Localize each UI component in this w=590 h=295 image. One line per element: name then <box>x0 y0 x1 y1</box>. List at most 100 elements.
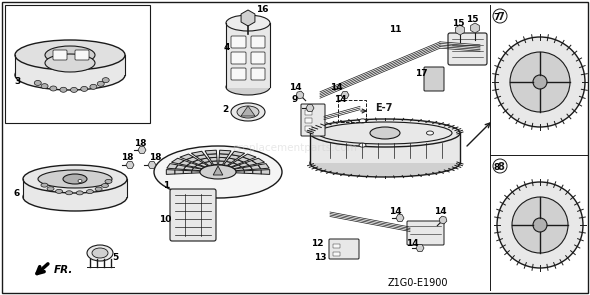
Polygon shape <box>250 165 261 169</box>
Ellipse shape <box>105 179 112 183</box>
Polygon shape <box>232 151 245 156</box>
Polygon shape <box>258 164 269 169</box>
Text: E-7: E-7 <box>375 103 392 113</box>
Ellipse shape <box>65 191 73 195</box>
FancyBboxPatch shape <box>75 50 89 60</box>
Text: 3: 3 <box>14 78 20 86</box>
Text: 15: 15 <box>466 16 478 24</box>
FancyBboxPatch shape <box>407 221 444 245</box>
Ellipse shape <box>23 183 127 211</box>
Polygon shape <box>241 106 255 116</box>
Polygon shape <box>183 171 192 174</box>
Polygon shape <box>253 170 261 174</box>
Ellipse shape <box>15 60 125 90</box>
Text: 7: 7 <box>497 12 504 22</box>
Text: 8: 8 <box>494 163 500 173</box>
Bar <box>310 133 460 163</box>
Ellipse shape <box>34 81 41 86</box>
Ellipse shape <box>90 84 97 89</box>
Polygon shape <box>341 91 349 99</box>
Text: 14: 14 <box>406 240 418 248</box>
Polygon shape <box>180 154 194 160</box>
Polygon shape <box>236 171 244 173</box>
Text: 12: 12 <box>311 240 323 248</box>
Text: 15: 15 <box>452 19 464 27</box>
Ellipse shape <box>237 106 259 118</box>
Circle shape <box>512 197 568 253</box>
Text: 14: 14 <box>434 207 446 217</box>
Text: 7: 7 <box>494 14 500 22</box>
Text: 11: 11 <box>389 25 401 35</box>
Polygon shape <box>186 157 198 162</box>
Polygon shape <box>219 150 231 154</box>
Polygon shape <box>233 160 244 164</box>
Text: 2: 2 <box>222 104 228 114</box>
Ellipse shape <box>97 81 104 86</box>
Ellipse shape <box>47 187 54 191</box>
FancyBboxPatch shape <box>53 50 67 60</box>
Polygon shape <box>196 155 207 159</box>
Polygon shape <box>167 164 178 169</box>
Text: 8: 8 <box>497 162 504 172</box>
Text: 14: 14 <box>330 83 342 91</box>
Polygon shape <box>227 158 236 163</box>
Ellipse shape <box>359 119 366 123</box>
FancyBboxPatch shape <box>251 68 265 80</box>
Polygon shape <box>205 150 217 154</box>
Ellipse shape <box>63 174 87 184</box>
Polygon shape <box>439 216 447 224</box>
Text: 17: 17 <box>415 68 427 78</box>
Polygon shape <box>204 161 212 165</box>
Text: ereplacementparts.com: ereplacementparts.com <box>232 143 358 153</box>
Text: 10: 10 <box>159 214 171 224</box>
Polygon shape <box>186 163 198 167</box>
Ellipse shape <box>55 189 63 193</box>
FancyBboxPatch shape <box>301 104 325 136</box>
Ellipse shape <box>226 15 270 31</box>
Text: 6: 6 <box>14 189 20 197</box>
Polygon shape <box>213 166 223 175</box>
Text: 16: 16 <box>255 6 268 14</box>
Ellipse shape <box>81 86 88 91</box>
Circle shape <box>533 218 547 232</box>
Polygon shape <box>219 157 227 161</box>
Polygon shape <box>199 163 208 167</box>
Circle shape <box>533 75 547 89</box>
Ellipse shape <box>101 183 109 188</box>
Ellipse shape <box>86 190 93 194</box>
Text: 5: 5 <box>112 253 118 261</box>
Bar <box>333 252 340 256</box>
Polygon shape <box>191 151 204 156</box>
Bar <box>305 118 312 123</box>
Bar <box>333 244 340 248</box>
Polygon shape <box>179 160 191 165</box>
Ellipse shape <box>41 84 48 88</box>
Ellipse shape <box>92 248 108 258</box>
FancyBboxPatch shape <box>251 52 265 64</box>
Ellipse shape <box>60 87 67 92</box>
Polygon shape <box>229 155 240 159</box>
Ellipse shape <box>154 146 282 198</box>
Ellipse shape <box>359 143 366 147</box>
Polygon shape <box>211 161 217 165</box>
Ellipse shape <box>310 149 460 177</box>
Ellipse shape <box>70 87 77 92</box>
Polygon shape <box>192 168 201 171</box>
Polygon shape <box>241 10 255 26</box>
Text: 18: 18 <box>134 138 146 148</box>
Bar <box>23 179 127 197</box>
FancyBboxPatch shape <box>170 189 216 241</box>
FancyBboxPatch shape <box>251 36 265 48</box>
Ellipse shape <box>23 165 127 193</box>
Polygon shape <box>242 154 256 160</box>
Text: 18: 18 <box>121 153 133 163</box>
Text: 4: 4 <box>224 42 230 52</box>
Ellipse shape <box>38 170 112 188</box>
Text: 14: 14 <box>289 83 301 91</box>
Text: FR.: FR. <box>54 265 73 275</box>
Polygon shape <box>242 166 253 170</box>
Polygon shape <box>238 163 250 167</box>
Circle shape <box>495 37 585 127</box>
Bar <box>5 5 150 123</box>
Polygon shape <box>126 162 134 168</box>
